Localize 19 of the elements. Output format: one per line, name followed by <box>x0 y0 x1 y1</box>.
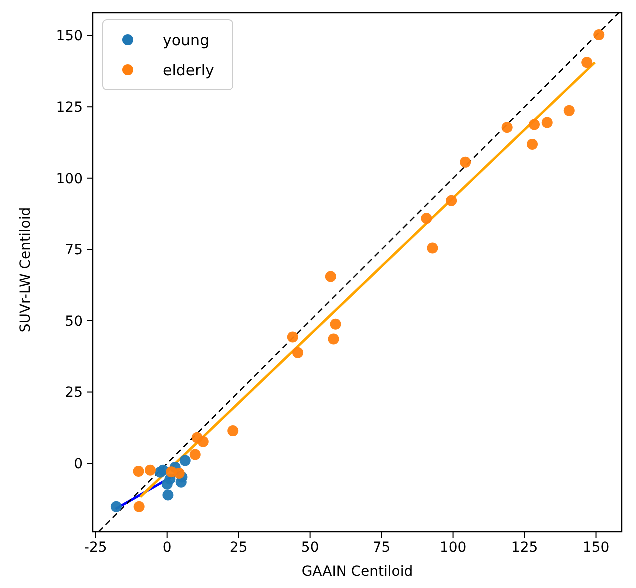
y-tick-label: 150 <box>56 28 83 45</box>
y-axis-title: SUVr-LW Centiloid <box>18 207 34 333</box>
x-tick-label: 150 <box>582 540 610 556</box>
y-tick-label: 75 <box>65 242 83 259</box>
y-tick-label: 50 <box>65 314 83 330</box>
x-tick-label: 50 <box>301 540 320 556</box>
y-tick-label: 100 <box>56 171 83 188</box>
x-tick-label: 75 <box>372 540 391 556</box>
y-tick-label: 125 <box>56 100 83 116</box>
x-axis-title: GAAIN Centiloid <box>302 564 414 580</box>
x-tick-label: 25 <box>230 540 248 556</box>
x-tick-label: 0 <box>162 540 172 556</box>
legend-label: young <box>163 31 210 50</box>
x-tick-label: 100 <box>440 540 467 556</box>
x-tick-label: 125 <box>511 540 538 556</box>
legend-label: elderly <box>163 61 214 80</box>
y-tick-label: 0 <box>74 456 83 472</box>
y-tick-label: 25 <box>65 385 83 402</box>
x-tick-label: -25 <box>84 540 108 556</box>
